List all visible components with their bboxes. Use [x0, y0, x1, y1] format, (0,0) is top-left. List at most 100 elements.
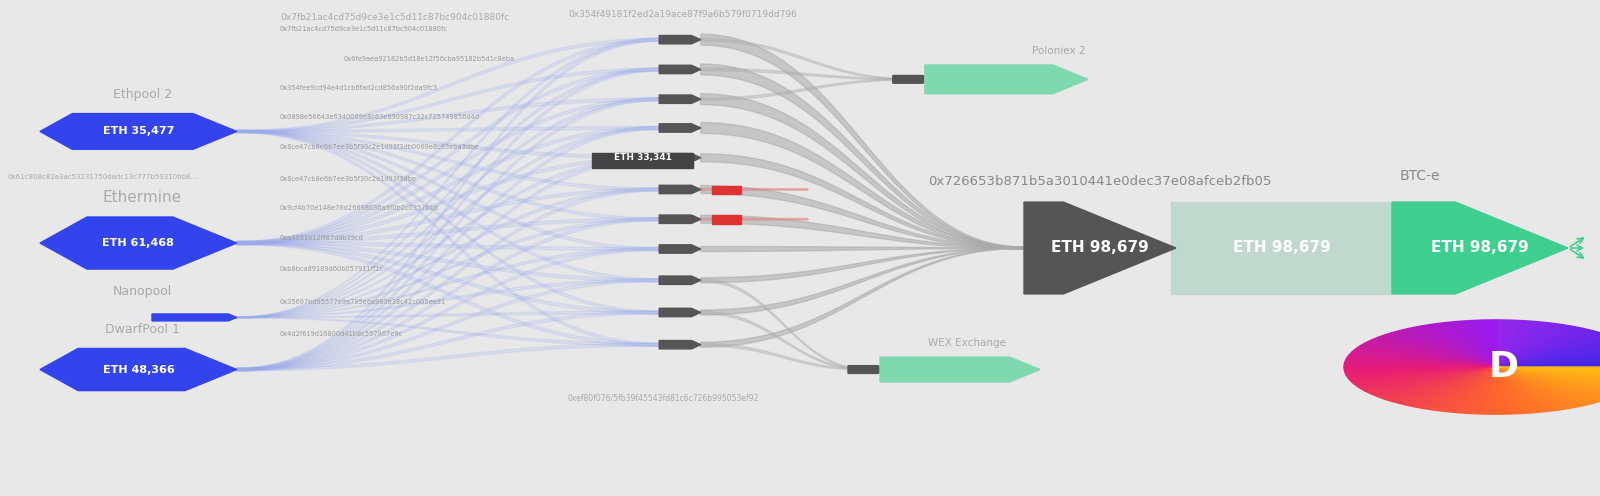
- Wedge shape: [1496, 367, 1536, 414]
- Polygon shape: [237, 98, 661, 371]
- Wedge shape: [1496, 355, 1600, 367]
- Polygon shape: [237, 279, 661, 371]
- Wedge shape: [1456, 320, 1496, 367]
- Wedge shape: [1421, 324, 1496, 367]
- Polygon shape: [237, 218, 661, 371]
- Bar: [592, 153, 693, 168]
- Polygon shape: [237, 242, 661, 314]
- Wedge shape: [1389, 331, 1496, 367]
- Text: 0x354fee9cd94e4d1cb6fad2cd856a90f2da9fc3: 0x354fee9cd94e4d1cb6fad2cd856a90f2da9fc3: [280, 85, 438, 91]
- Text: 0x7fb21ac4cd75d9ce3e1c5d11c87bc904c01880fc: 0x7fb21ac4cd75d9ce3e1c5d11c87bc904c01880…: [280, 13, 509, 22]
- Polygon shape: [152, 314, 237, 321]
- Wedge shape: [1496, 343, 1600, 367]
- Polygon shape: [1024, 202, 1176, 294]
- Polygon shape: [237, 38, 661, 245]
- Polygon shape: [237, 130, 661, 314]
- Text: Ethpool 2: Ethpool 2: [112, 88, 171, 101]
- Polygon shape: [237, 156, 661, 245]
- Wedge shape: [1344, 363, 1496, 367]
- Wedge shape: [1410, 326, 1496, 367]
- Polygon shape: [701, 248, 1024, 347]
- Wedge shape: [1445, 321, 1496, 367]
- Polygon shape: [880, 357, 1040, 382]
- Text: ETH 35,477: ETH 35,477: [102, 126, 174, 136]
- Polygon shape: [659, 186, 701, 193]
- Polygon shape: [659, 341, 701, 349]
- Wedge shape: [1496, 320, 1536, 367]
- Wedge shape: [1496, 367, 1600, 379]
- Polygon shape: [237, 130, 661, 191]
- Polygon shape: [237, 317, 661, 346]
- Text: 0x8ce47cb8e6b7ee3b5f30c2e1d93f3dbe: 0x8ce47cb8e6b7ee3b5f30c2e1d93f3dbe: [280, 176, 418, 182]
- Wedge shape: [1496, 331, 1600, 367]
- Polygon shape: [237, 188, 661, 245]
- Wedge shape: [1470, 320, 1496, 367]
- Wedge shape: [1496, 328, 1594, 367]
- Polygon shape: [701, 154, 1024, 248]
- Text: 0xa4051b12ff87ddb19cd: 0xa4051b12ff87ddb19cd: [280, 235, 363, 241]
- Wedge shape: [1496, 367, 1600, 403]
- Wedge shape: [1456, 367, 1496, 414]
- Polygon shape: [237, 218, 661, 245]
- Wedge shape: [1496, 367, 1522, 414]
- Wedge shape: [1410, 367, 1496, 408]
- Wedge shape: [1496, 359, 1600, 367]
- Polygon shape: [701, 94, 1024, 249]
- Text: 0x9cf4b70e148e76d26698036a9f0b2c0357b1b: 0x9cf4b70e148e76d26698036a9f0b2c0357b1b: [280, 205, 438, 211]
- Polygon shape: [701, 123, 1024, 249]
- Polygon shape: [925, 65, 1088, 94]
- Polygon shape: [237, 38, 661, 371]
- Wedge shape: [1432, 367, 1496, 411]
- Wedge shape: [1496, 367, 1600, 391]
- Polygon shape: [701, 186, 1024, 248]
- Polygon shape: [701, 64, 1024, 249]
- Text: Nanopool: Nanopool: [112, 285, 171, 298]
- Polygon shape: [237, 188, 661, 318]
- Wedge shape: [1496, 326, 1582, 367]
- Polygon shape: [237, 242, 661, 282]
- Wedge shape: [1354, 367, 1496, 387]
- Wedge shape: [1344, 367, 1496, 375]
- Wedge shape: [1496, 324, 1571, 367]
- Wedge shape: [1496, 340, 1600, 367]
- Polygon shape: [701, 343, 867, 370]
- Polygon shape: [237, 242, 661, 250]
- Polygon shape: [237, 218, 661, 318]
- Polygon shape: [237, 311, 661, 371]
- Wedge shape: [1496, 367, 1582, 408]
- Polygon shape: [237, 98, 661, 318]
- Wedge shape: [1349, 367, 1496, 383]
- Text: D: D: [1490, 350, 1518, 384]
- Wedge shape: [1344, 367, 1496, 371]
- Polygon shape: [237, 126, 661, 318]
- Wedge shape: [1496, 367, 1594, 406]
- Polygon shape: [701, 248, 1024, 315]
- Wedge shape: [1344, 359, 1496, 367]
- Polygon shape: [237, 68, 661, 132]
- Wedge shape: [1496, 367, 1600, 387]
- Wedge shape: [1496, 367, 1600, 371]
- Wedge shape: [1349, 351, 1496, 367]
- Wedge shape: [1470, 367, 1496, 414]
- Polygon shape: [701, 188, 808, 190]
- Text: 0xef80f076/5fb39f45543fd81c6c726b995053ef92: 0xef80f076/5fb39f45543fd81c6c726b995053e…: [568, 394, 760, 403]
- Wedge shape: [1496, 367, 1600, 383]
- Polygon shape: [659, 36, 701, 44]
- Wedge shape: [1496, 367, 1571, 410]
- Polygon shape: [237, 248, 661, 318]
- Polygon shape: [701, 34, 1024, 249]
- Polygon shape: [237, 98, 661, 132]
- Wedge shape: [1496, 367, 1600, 397]
- Wedge shape: [1496, 321, 1547, 367]
- Polygon shape: [1392, 202, 1568, 294]
- Wedge shape: [1371, 367, 1496, 397]
- Wedge shape: [1398, 328, 1496, 367]
- Polygon shape: [701, 215, 1024, 248]
- Bar: [712, 215, 741, 224]
- Text: 0x7fb21ac4cd75d9ce3e1c5d11c87bc904c01880fc: 0x7fb21ac4cd75d9ce3e1c5d11c87bc904c01880…: [280, 26, 448, 32]
- Bar: [712, 186, 741, 194]
- Text: 0x726653b871b5a3010441e0dec37e08afceb2fb05: 0x726653b871b5a3010441e0dec37e08afceb2fb…: [928, 175, 1272, 188]
- Wedge shape: [1358, 367, 1496, 391]
- Polygon shape: [848, 366, 886, 373]
- Polygon shape: [237, 156, 661, 371]
